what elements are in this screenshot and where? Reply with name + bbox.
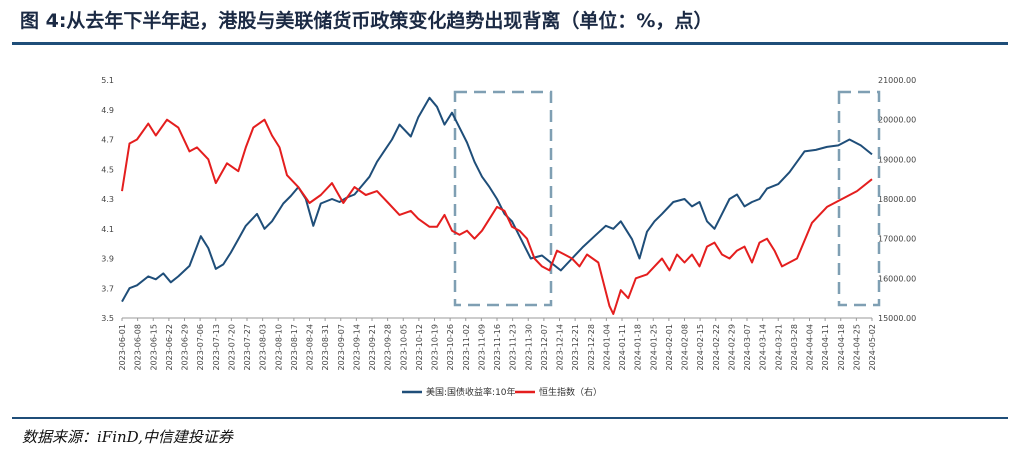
- y-left-tick-label: 4.7: [101, 136, 114, 145]
- y-right-tick-label: 20000.00: [878, 116, 916, 125]
- series-line-hsi: [121, 118, 873, 315]
- x-tick-label: 2024-03-21: [774, 324, 783, 371]
- x-tick-label: 2023-10-05: [399, 324, 408, 371]
- x-tick-label: 2024-01-11: [618, 324, 627, 371]
- x-tick-label: 2023-07-06: [196, 324, 205, 371]
- series-lines: [121, 96, 873, 315]
- x-tick-label: 2023-09-28: [384, 324, 393, 371]
- x-tick-label: 2023-11-16: [493, 324, 502, 371]
- x-tick-label: 2023-09-21: [368, 324, 377, 371]
- x-tick-label: 2023-11-02: [462, 324, 471, 371]
- highlight-boxes: [453, 90, 881, 307]
- x-tick-label: 2024-04-18: [837, 324, 846, 371]
- series-line-us-10y: [121, 96, 873, 303]
- chart-title: 图 4:从去年下半年起，港股与美联储货币政策变化趋势出现背离（单位：%，点）: [20, 10, 713, 32]
- legend-label: 恒生指数（右）: [539, 386, 602, 398]
- x-tick-label: 2024-04-11: [821, 324, 830, 371]
- y-right-tick-label: 21000.00: [878, 76, 916, 85]
- x-tick-label: 2023-12-21: [571, 324, 580, 371]
- y-left-tick-label: 4.5: [101, 165, 114, 174]
- x-tick-label: 2023-06-08: [134, 324, 143, 371]
- y-left-tick-label: 3.7: [101, 284, 114, 293]
- y-left-tick-label: 5.1: [101, 76, 114, 85]
- x-tick-label: 2023-08-03: [259, 324, 268, 371]
- bottom-rule: [12, 417, 1008, 419]
- x-tick-label: 2024-04-25: [852, 324, 861, 371]
- x-tick-label: 2024-05-02: [868, 324, 877, 371]
- x-tick-label: 2024-04-04: [806, 324, 815, 371]
- x-tick-label: 2023-08-17: [290, 324, 299, 371]
- x-tick-label: 2023-11-23: [509, 324, 518, 371]
- x-tick-label: 2023-06-15: [149, 324, 158, 371]
- x-tick-label: 2023-06-29: [181, 324, 190, 371]
- legend-label: 美国:国债收益率:10年: [426, 386, 516, 398]
- highlight-box-1: [453, 90, 553, 307]
- x-tick-label: 2024-02-22: [712, 324, 721, 371]
- x-tick-label: 2024-01-25: [649, 324, 658, 371]
- chart-axes: 3.5 3.7 3.9 4.1 4.3 4.5 4.7 4.9 5.1 15000.00 16000…: [101, 76, 916, 371]
- x-tick-label: 2023-06-01: [118, 324, 127, 371]
- y-left-tick-label: 4.1: [101, 225, 114, 234]
- y-left-tick-label: 3.9: [101, 255, 114, 264]
- x-tick-label: 2023-12-28: [587, 324, 596, 371]
- x-tick-label: 2023-08-24: [306, 324, 315, 371]
- x-tick-label: 2024-02-08: [681, 324, 690, 371]
- x-tick-label: 2023-08-31: [321, 324, 330, 371]
- x-tick-label: 2023-08-10: [274, 324, 283, 371]
- y-right-tick-label: 19000.00: [878, 155, 916, 164]
- x-tick-label: 2024-02-29: [727, 324, 736, 371]
- x-tick-label: 2023-10-26: [446, 324, 455, 371]
- x-tick-label: 2023-11-09: [477, 324, 486, 371]
- y-left-tick-label: 3.5: [101, 314, 114, 323]
- x-tick-label: 2023-10-12: [415, 324, 424, 371]
- y-right-tick-label: 18000.00: [878, 195, 916, 204]
- x-tick-label: 2023-10-19: [431, 324, 440, 371]
- y-right-tick-label: 16000.00: [878, 274, 916, 283]
- source-note: 数据来源：iFinD,中信建投证券: [22, 428, 233, 446]
- x-tick-label: 2024-02-15: [696, 324, 705, 371]
- x-tick-label: 2024-03-14: [759, 324, 768, 371]
- x-tick-label: 2024-03-28: [790, 324, 799, 371]
- x-tick-label: 2023-09-14: [352, 324, 361, 371]
- y-right-tick-label: 17000.00: [878, 235, 916, 244]
- x-tick-label: 2024-02-01: [665, 324, 674, 371]
- x-tick-label: 2023-07-27: [243, 324, 252, 371]
- x-tick-label: 2023-12-14: [556, 324, 565, 371]
- x-tick-label: 2024-03-07: [743, 324, 752, 371]
- x-tick-label: 2024-01-18: [634, 324, 643, 371]
- top-rule: [12, 42, 1008, 45]
- legend: 美国:国债收益率:10年 恒生指数（右）: [402, 386, 602, 398]
- x-tick-label: 2023-12-07: [540, 324, 549, 371]
- highlight-box-2: [837, 90, 881, 307]
- y-right-tick-label: 15000.00: [878, 314, 916, 323]
- x-tick-label: 2023-09-07: [337, 324, 346, 371]
- x-tick-label: 2023-07-20: [227, 324, 236, 371]
- x-tick-label: 2023-07-13: [212, 324, 221, 371]
- y-left-tick-label: 4.9: [101, 106, 114, 115]
- x-tick-label: 2023-11-30: [524, 324, 533, 371]
- x-tick-label: 2023-06-22: [165, 324, 174, 371]
- x-tick-label: 2024-01-04: [602, 324, 611, 371]
- y-left-tick-label: 4.3: [101, 195, 114, 204]
